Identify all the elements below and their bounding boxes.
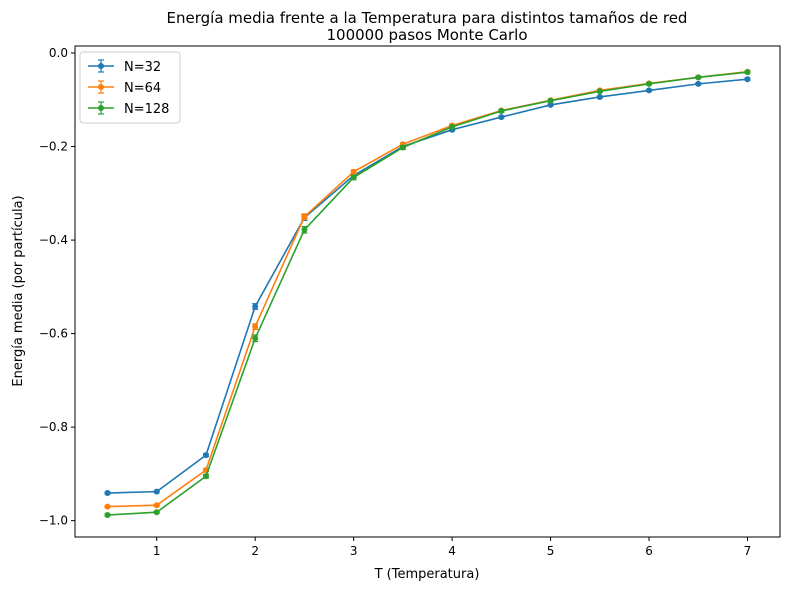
series-N=64: [104, 68, 751, 510]
data-point: [153, 488, 160, 495]
x-tick-label: 3: [350, 544, 358, 558]
y-tick-label: −1.0: [39, 514, 68, 528]
data-point: [498, 114, 505, 121]
data-point: [596, 93, 603, 100]
chart-title: Energía media frente a la Temperatura pa…: [167, 9, 688, 27]
x-axis-label: T (Temperatura): [374, 567, 480, 582]
y-axis-label: Energía media (por partícula): [11, 195, 26, 386]
y-tick-label: −0.4: [39, 233, 68, 247]
legend-label: N=32: [124, 60, 161, 75]
data-point: [104, 512, 111, 519]
data-point: [547, 101, 554, 108]
x-tick-label: 1: [153, 544, 161, 558]
data-point: [547, 97, 554, 104]
series-line: [107, 71, 748, 516]
data-point: [596, 88, 603, 95]
data-point: [301, 213, 308, 220]
legend-label: N=64: [124, 81, 161, 96]
legend-item: N=32: [88, 59, 161, 75]
data-point: [104, 490, 111, 497]
legend-marker: [98, 105, 104, 111]
chart-subtitle: 100000 pasos Monte Carlo: [327, 26, 528, 44]
x-tick-label: 5: [547, 544, 555, 558]
x-axis: 1 2 3 4 5 6 7: [153, 537, 751, 558]
legend-marker: [98, 63, 104, 69]
data-point: [744, 69, 751, 76]
series-N=32: [104, 76, 751, 497]
x-tick-label: 6: [645, 544, 653, 558]
data-point: [646, 80, 653, 87]
x-tick-label: 2: [251, 544, 259, 558]
data-point: [350, 174, 357, 181]
data-point: [104, 503, 111, 510]
data-point: [252, 323, 259, 330]
y-tick-label: −0.8: [39, 420, 68, 434]
y-axis: 0.0 −0.2 −0.4 −0.6 −0.8 −1.0: [39, 46, 75, 528]
data-point: [301, 226, 308, 233]
data-point: [202, 452, 209, 459]
plot-frame: [74, 45, 781, 538]
data-point: [153, 502, 160, 509]
legend-item: N=128: [88, 101, 169, 117]
legend-label: N=128: [124, 102, 169, 117]
data-point: [744, 76, 751, 83]
y-tick-label: 0.0: [49, 46, 68, 60]
legend-marker: [98, 84, 104, 90]
series-N=128: [104, 69, 751, 519]
legend: N=32 N=64 N=128: [79, 51, 181, 124]
data-point: [646, 87, 653, 94]
data-point: [449, 123, 456, 130]
legend-box: [79, 51, 181, 124]
x-tick-label: 4: [448, 544, 456, 558]
data-point: [695, 74, 702, 81]
data-point: [153, 509, 160, 516]
data-point: [695, 80, 702, 87]
plot-area: [104, 68, 751, 519]
data-point: [498, 107, 505, 114]
x-tick-label: 7: [744, 544, 752, 558]
data-point: [202, 473, 209, 480]
data-point: [399, 144, 406, 151]
series-line: [107, 78, 748, 494]
data-point: [252, 335, 259, 342]
y-tick-label: −0.6: [39, 327, 68, 341]
data-point: [252, 303, 259, 310]
y-tick-label: −0.2: [39, 140, 68, 154]
data-point: [350, 168, 357, 175]
legend-item: N=64: [88, 80, 161, 96]
